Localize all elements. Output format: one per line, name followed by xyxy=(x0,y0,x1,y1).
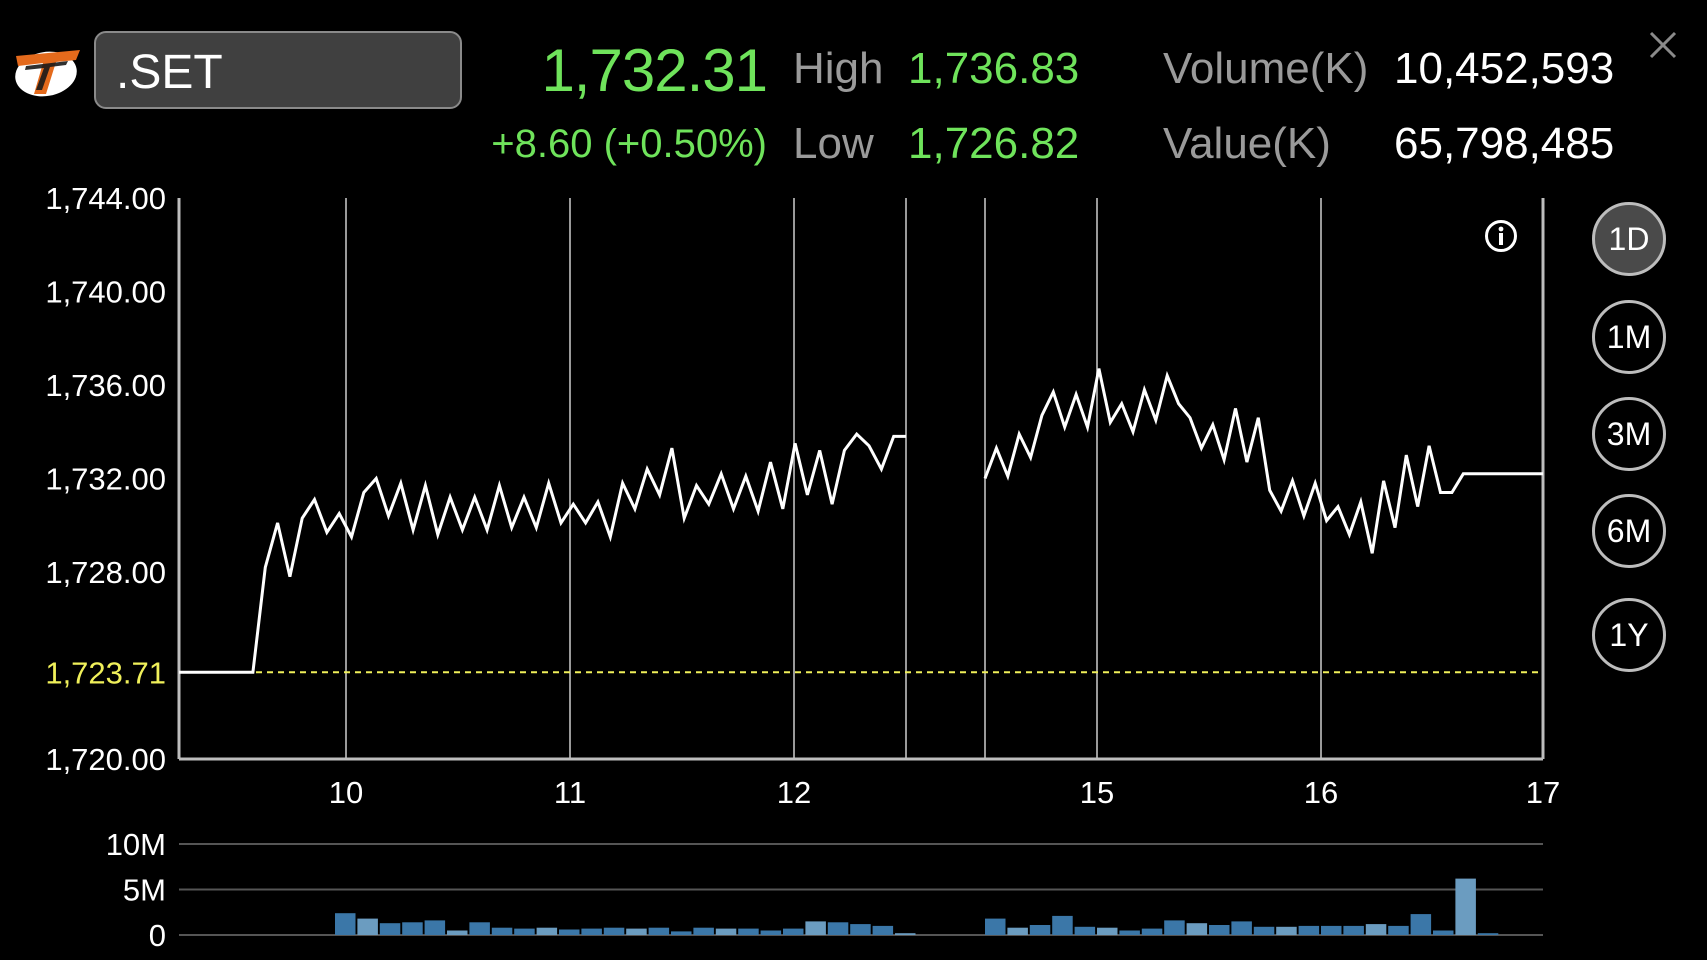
volume-bar xyxy=(357,918,378,935)
volume-bar xyxy=(805,921,826,935)
volume-bar xyxy=(648,927,670,935)
price-line-afternoon xyxy=(983,368,1543,554)
volume-tick-label: 5M xyxy=(123,873,166,908)
period-label: 6M xyxy=(1606,512,1652,549)
volume-bar xyxy=(424,920,446,935)
volume-bar xyxy=(1052,915,1073,935)
period-1d-button[interactable]: 1D xyxy=(1592,202,1666,276)
volume-bar xyxy=(1433,930,1454,935)
volume-bar xyxy=(1253,926,1275,935)
y-tick-label: 1,732.00 xyxy=(45,462,166,497)
info-icon[interactable] xyxy=(1484,219,1518,253)
volume-bar xyxy=(850,924,871,935)
volume-bar xyxy=(985,918,1006,935)
x-tick-label: 16 xyxy=(1304,775,1338,810)
volume-bar xyxy=(379,923,401,935)
last-price: 1,732.31 xyxy=(541,37,768,104)
volume-bar xyxy=(491,927,513,935)
volume-bar xyxy=(626,928,647,935)
volume-bar xyxy=(693,927,714,935)
volume-bar xyxy=(1343,925,1364,935)
symbol-search-input[interactable]: .SET xyxy=(94,31,462,109)
low-label: Low xyxy=(793,119,874,168)
period-6m-button[interactable]: 6M xyxy=(1592,494,1666,568)
x-tick-label: 10 xyxy=(329,775,363,810)
volume-bar xyxy=(335,913,356,935)
y-tick-label: 1,744.00 xyxy=(45,181,166,216)
volume-bar xyxy=(872,925,894,935)
prev-close-label: 1,723.71 xyxy=(45,655,166,690)
volume-bar xyxy=(469,922,490,935)
low-value: 1,726.82 xyxy=(908,119,1080,168)
volume-bar xyxy=(1141,928,1163,935)
volume-bar xyxy=(603,927,625,935)
volume-bar xyxy=(1388,925,1409,935)
y-tick-label: 1,736.00 xyxy=(45,368,166,403)
volume-bar xyxy=(760,930,782,935)
close-icon[interactable] xyxy=(1646,28,1680,62)
period-1y-button[interactable]: 1Y xyxy=(1592,598,1666,672)
x-tick-label: 12 xyxy=(777,775,811,810)
value-label: Value(K) xyxy=(1163,119,1331,168)
volume-tick-label: 10M xyxy=(106,827,166,862)
volume-bar xyxy=(738,928,759,935)
period-3m-button[interactable]: 3M xyxy=(1592,397,1666,471)
volume-bar xyxy=(1298,925,1320,935)
x-tick-label: 15 xyxy=(1080,775,1114,810)
price-chart: 1,744.00 1,740.00 1,736.00 1,732.00 1,728.00… xyxy=(45,181,1560,953)
volume-bar xyxy=(581,928,602,935)
symbol-text: .SET xyxy=(116,46,223,99)
volume-bar xyxy=(447,930,468,935)
volume-bar xyxy=(1007,927,1028,935)
volume-bar xyxy=(402,922,423,935)
period-label: 1D xyxy=(1608,220,1650,257)
high-label: High xyxy=(793,44,884,93)
volume-bar xyxy=(1164,920,1185,935)
volume-bar xyxy=(1119,930,1140,935)
volume-bar xyxy=(1186,923,1208,935)
volume-bar xyxy=(827,922,849,935)
volume-value: 10,452,593 xyxy=(1394,44,1615,93)
volume-bar xyxy=(1029,925,1051,935)
period-label: 3M xyxy=(1606,415,1652,452)
volume-bar xyxy=(559,929,580,935)
y-tick-label: 1,728.00 xyxy=(45,555,166,590)
volume-bar xyxy=(1455,878,1476,935)
period-label: 1M xyxy=(1606,318,1652,355)
volume-bar xyxy=(1321,925,1342,935)
volume-bar xyxy=(1365,924,1387,935)
high-value: 1,736.83 xyxy=(908,44,1080,93)
volume-bar xyxy=(514,928,535,935)
volume-bar xyxy=(1231,921,1252,935)
x-tick-label: 17 xyxy=(1526,775,1560,810)
volume-bar xyxy=(895,933,916,935)
price-change: +8.60 (+0.50%) xyxy=(491,122,767,166)
x-tick-label: 11 xyxy=(554,775,586,810)
volume-label: Volume(K) xyxy=(1163,44,1369,93)
volume-bar xyxy=(1074,926,1096,935)
volume-bar xyxy=(1477,933,1499,935)
volume-bar xyxy=(671,931,692,935)
volume-bar xyxy=(1410,914,1432,935)
volume-bar xyxy=(1276,926,1297,935)
price-line-morning xyxy=(179,431,906,674)
volume-bar xyxy=(783,928,804,935)
value-value: 65,798,485 xyxy=(1394,119,1615,168)
volume-bar xyxy=(1209,925,1230,935)
volume-bar xyxy=(715,928,737,935)
y-tick-label: 1,740.00 xyxy=(45,275,166,310)
app-logo-icon xyxy=(15,50,80,97)
volume-bar xyxy=(1097,927,1118,935)
period-label: 1Y xyxy=(1609,616,1649,653)
period-1m-button[interactable]: 1M xyxy=(1592,300,1666,374)
y-tick-label: 1,720.00 xyxy=(45,742,166,777)
volume-tick-label: 0 xyxy=(149,918,166,953)
volume-bar xyxy=(536,927,558,935)
